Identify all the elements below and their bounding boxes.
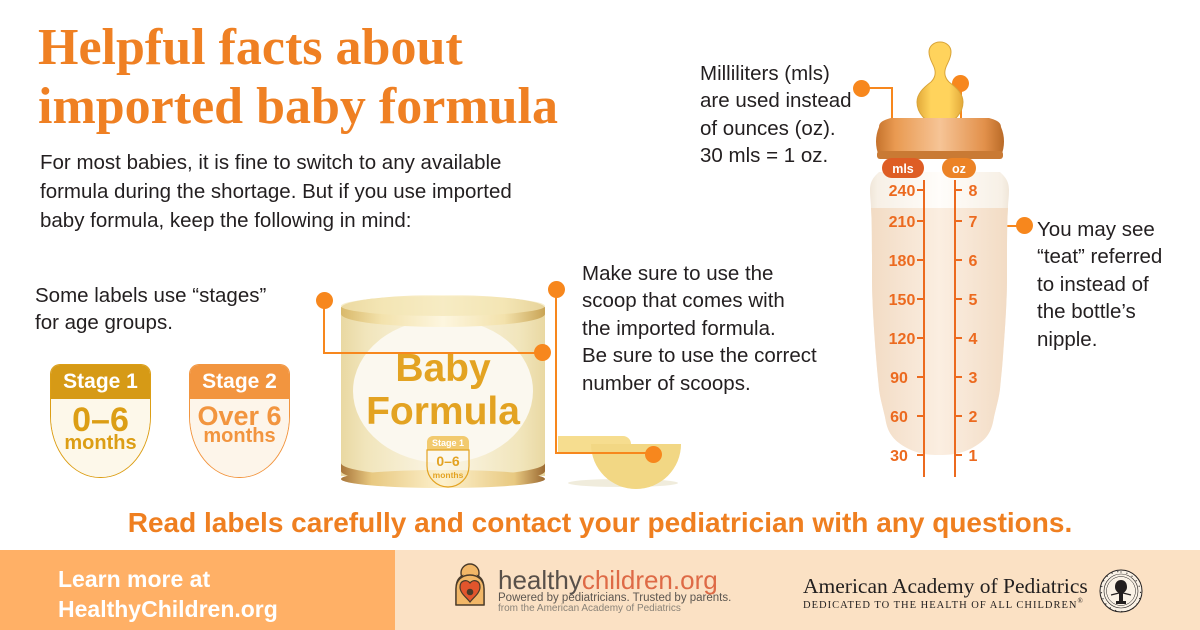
svg-text:120: 120 xyxy=(889,331,916,348)
svg-text:6: 6 xyxy=(969,253,978,270)
svg-text:180: 180 xyxy=(889,253,916,270)
svg-text:60: 60 xyxy=(890,409,908,426)
svg-text:healthychildren.org: healthychildren.org xyxy=(498,565,718,595)
svg-text:4: 4 xyxy=(969,331,978,348)
svg-text:90: 90 xyxy=(890,370,908,387)
svg-text:American Academy of Pediatrics: American Academy of Pediatrics xyxy=(803,574,1088,598)
svg-text:7: 7 xyxy=(969,214,978,231)
svg-text:150: 150 xyxy=(889,292,916,309)
svg-text:1: 1 xyxy=(969,448,978,465)
svg-text:Formula: Formula xyxy=(366,390,520,433)
svg-text:210: 210 xyxy=(889,214,916,231)
svg-text:2: 2 xyxy=(969,409,978,426)
svg-text:3: 3 xyxy=(969,370,978,387)
svg-text:5: 5 xyxy=(969,292,978,309)
svg-text:oz: oz xyxy=(952,162,966,176)
svg-text:months: months xyxy=(433,470,464,480)
svg-text:0–6: 0–6 xyxy=(436,453,460,469)
svg-text:mls: mls xyxy=(892,162,914,176)
svg-text:30: 30 xyxy=(890,448,908,465)
svg-text:240: 240 xyxy=(889,183,916,200)
svg-text:Stage 1: Stage 1 xyxy=(432,438,464,448)
svg-text:from the American Academy of P: from the American Academy of Pediatrics xyxy=(498,603,681,614)
svg-text:8: 8 xyxy=(969,183,978,200)
svg-text:DEDICATED TO THE HEALTH OF ALL: DEDICATED TO THE HEALTH OF ALL CHILDREN® xyxy=(803,597,1084,611)
